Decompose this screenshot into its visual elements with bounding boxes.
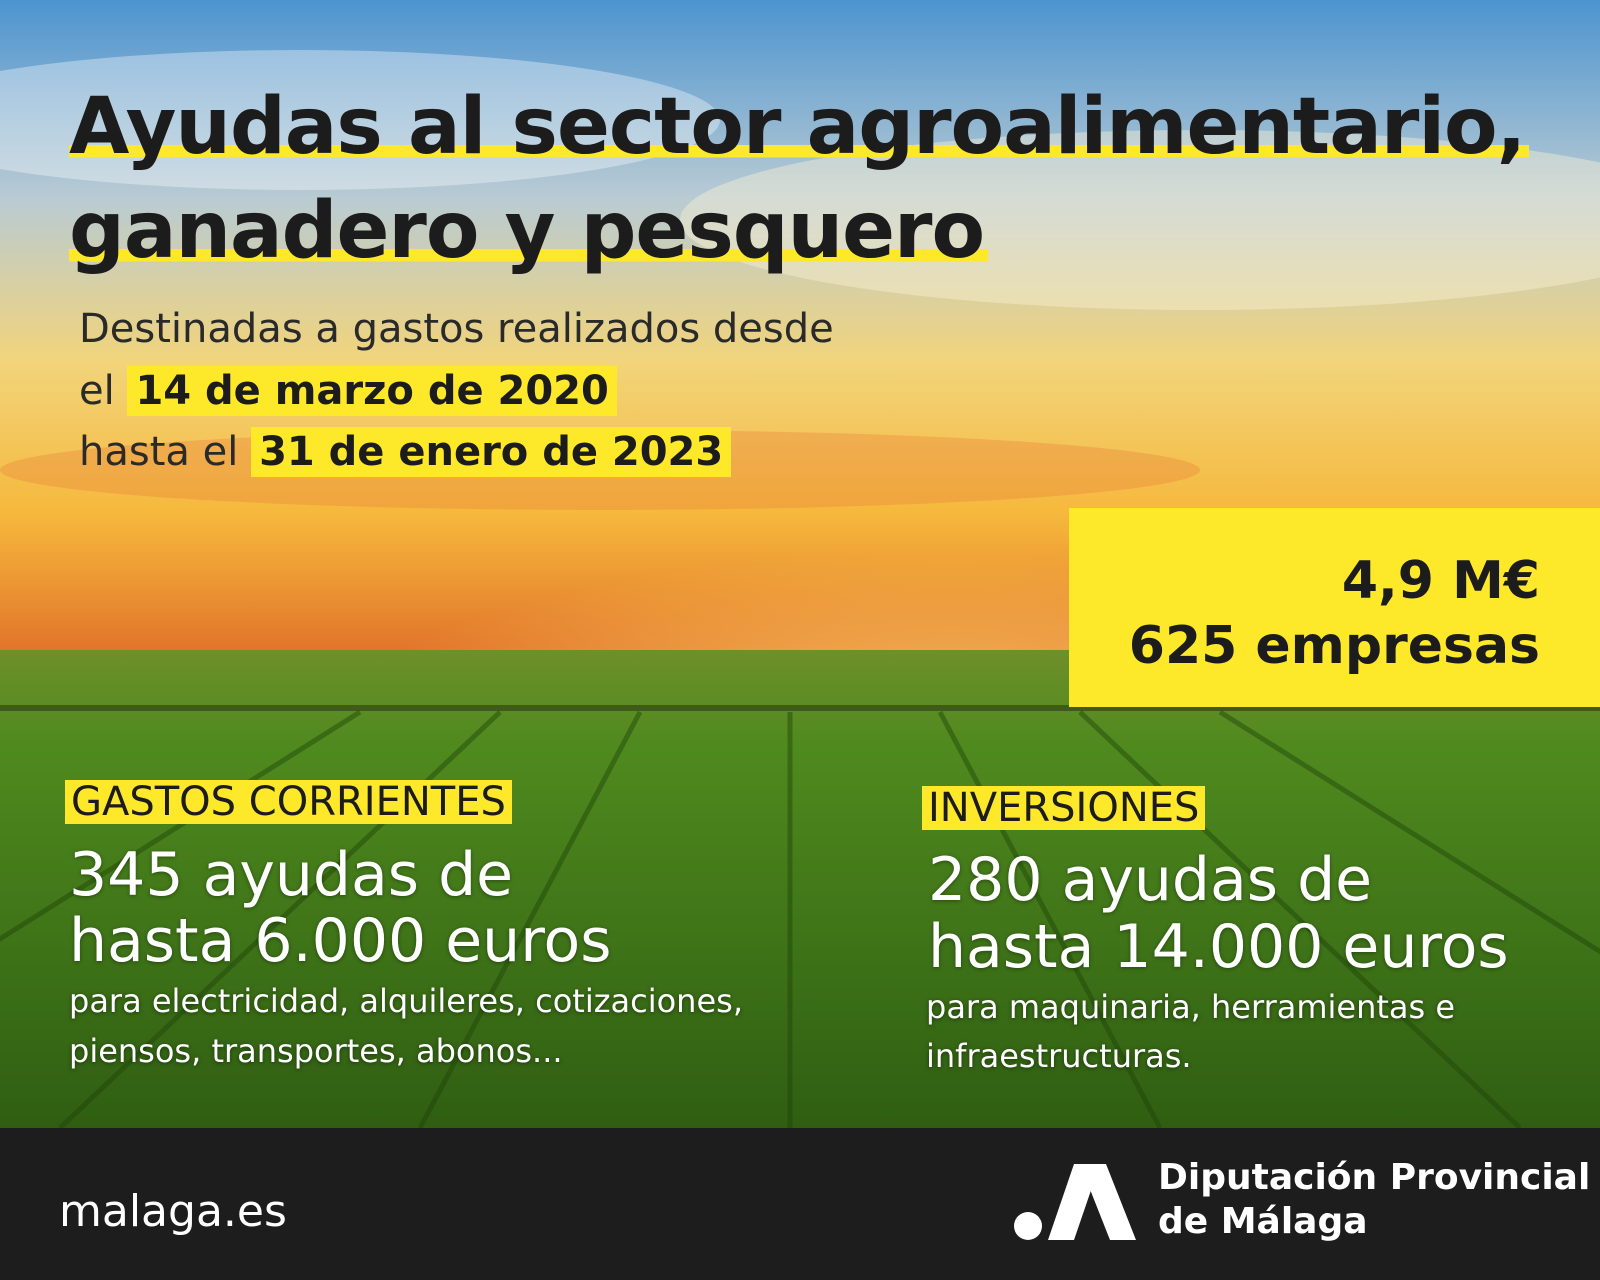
- total-companies: 625 empresas: [1128, 616, 1540, 676]
- site-link[interactable]: malaga.es: [59, 1186, 287, 1237]
- section-detail: para electricidad, alquileres, cotizacio…: [69, 982, 743, 1020]
- subtitle-line: el 14 de marzo de 2020: [79, 366, 617, 416]
- date-highlight: 31 de enero de 2023: [251, 427, 732, 477]
- section-label: GASTOS CORRIENTES: [65, 780, 512, 824]
- section-headline: 280 ayudas de: [928, 845, 1373, 915]
- title-line: Ayudas al sector agroalimentario,: [69, 82, 1530, 172]
- section-headline: 345 ayudas de: [69, 840, 514, 910]
- total-amount: 4,9 M€: [1341, 551, 1540, 611]
- title-line: ganadero y pesquero: [69, 186, 989, 276]
- title-text: Ayudas al sector agroalimentario,: [69, 82, 1530, 172]
- footer: malaga.es Diputación Provincial de Málag…: [0, 1128, 1600, 1280]
- date-highlight: 14 de marzo de 2020: [127, 366, 617, 416]
- subtitle-prefix: el: [79, 368, 115, 414]
- section-detail: piensos, transportes, abonos...: [69, 1032, 563, 1070]
- section-label: INVERSIONES: [922, 786, 1206, 830]
- subtitle-line: hasta el 31 de enero de 2023: [79, 427, 732, 477]
- org-name: Diputación Provincial: [1158, 1157, 1591, 1198]
- section-headline: hasta 14.000 euros: [928, 912, 1509, 982]
- logo: [1014, 1164, 1136, 1240]
- section-detail: infraestructuras.: [926, 1037, 1192, 1075]
- org-name: de Málaga: [1158, 1201, 1368, 1242]
- totals-box: 4,9 M€ 625 empresas: [1069, 508, 1600, 707]
- section-headline: hasta 6.000 euros: [69, 906, 612, 976]
- subtitle-prefix: hasta el: [79, 429, 239, 475]
- subtitle-line: Destinadas a gastos realizados desde: [79, 306, 834, 352]
- title-text: ganadero y pesquero: [69, 186, 989, 276]
- section-detail: para maquinaria, herramientas e: [926, 988, 1456, 1026]
